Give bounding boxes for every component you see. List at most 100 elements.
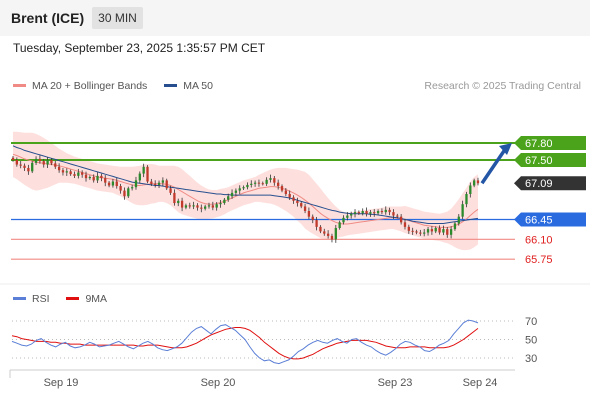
candle-body — [142, 166, 145, 174]
candle — [11, 156, 15, 162]
candle-body — [365, 211, 368, 214]
candle — [261, 181, 264, 186]
candle-body — [399, 216, 403, 223]
candle-body — [19, 164, 22, 166]
candle-body — [81, 172, 84, 175]
legend-label-ma50: MA 50 — [183, 80, 213, 92]
forecast-arrow-shaft — [480, 147, 508, 185]
level-label-text: 67.09 — [525, 178, 553, 190]
rsi-tick-label-50: 50 — [525, 335, 537, 347]
candle-body — [273, 178, 276, 183]
rsi-tick-label-30: 30 — [525, 353, 537, 365]
candle — [465, 191, 468, 208]
level-label-text: 65.75 — [525, 254, 553, 266]
rsi-ma-line — [11, 327, 479, 360]
candle-body — [388, 209, 391, 213]
candle — [407, 224, 410, 234]
candle-body — [461, 204, 464, 217]
candle — [388, 207, 391, 216]
candle — [457, 214, 460, 226]
candle — [161, 177, 165, 187]
candle — [326, 230, 330, 239]
candle-body — [188, 205, 191, 207]
candle — [27, 164, 30, 175]
candle — [419, 229, 422, 236]
candle — [434, 226, 437, 234]
candle-body — [384, 209, 387, 213]
support-resistance-lines — [11, 142, 515, 260]
candle — [296, 197, 299, 207]
candle-body — [165, 180, 168, 189]
candle — [207, 202, 211, 209]
candle — [88, 175, 92, 180]
candle — [184, 203, 188, 210]
bollinger-band-area — [13, 131, 478, 251]
legend-item-ma20: MA 20 + Bollinger Bands — [13, 80, 147, 92]
candle-body — [307, 211, 311, 217]
candle — [277, 179, 280, 190]
candle-body — [203, 206, 207, 209]
candle — [430, 226, 434, 235]
candle-body — [300, 203, 303, 207]
candle-body — [180, 200, 184, 208]
candle-body — [473, 180, 476, 186]
candle-body — [311, 216, 314, 221]
candle-body — [323, 231, 326, 234]
candle-body — [426, 229, 430, 233]
timeframe-button[interactable]: 30 MIN — [92, 7, 143, 29]
candle — [380, 208, 384, 215]
candle-body — [476, 180, 480, 184]
candle — [31, 161, 34, 174]
candle-body — [219, 203, 222, 205]
level-label-67.50: 67.50 — [514, 153, 586, 167]
candle — [250, 180, 253, 188]
candle-body — [265, 179, 268, 184]
candle — [280, 184, 284, 193]
level-label-bg — [514, 136, 586, 150]
candle — [46, 156, 49, 169]
candle — [73, 171, 76, 179]
time-axis-label: Sep 23 — [378, 377, 413, 389]
candle — [330, 233, 334, 243]
candle — [96, 172, 99, 184]
candle — [69, 169, 72, 176]
candle-body — [442, 229, 445, 233]
candle — [311, 214, 314, 224]
candle-body — [453, 223, 457, 230]
candle-body — [200, 207, 203, 209]
candle — [246, 182, 249, 190]
candle — [257, 179, 261, 187]
candle — [54, 160, 57, 169]
candle — [346, 212, 349, 221]
candle — [130, 184, 134, 191]
candle — [303, 203, 307, 214]
candle — [315, 217, 318, 231]
candle-body — [227, 196, 230, 200]
candle-body — [207, 205, 211, 207]
legend-item-rsi: RSI — [13, 293, 50, 305]
candle — [469, 182, 472, 198]
candle-body — [373, 212, 376, 214]
level-label-text: 67.80 — [525, 138, 553, 150]
candle-body — [446, 229, 449, 235]
candle — [219, 200, 222, 208]
candle — [342, 215, 345, 225]
candle-body — [107, 182, 111, 186]
candle-body — [449, 229, 453, 235]
candle-body — [46, 160, 49, 165]
candle — [399, 214, 403, 225]
candle-body — [169, 188, 172, 193]
candle — [361, 208, 364, 216]
candle-body — [423, 232, 426, 234]
candle — [284, 187, 288, 197]
instrument-title: Brent (ICE) — [11, 10, 85, 26]
candle-body — [330, 235, 334, 240]
candle-body — [457, 216, 460, 224]
candle-body — [284, 190, 288, 194]
time-axis: Sep 19 Sep 20 Sep 23 Sep 24 — [9, 369, 515, 389]
candle — [138, 171, 141, 184]
candle — [230, 189, 234, 199]
candle — [215, 202, 218, 211]
candle — [142, 163, 145, 178]
